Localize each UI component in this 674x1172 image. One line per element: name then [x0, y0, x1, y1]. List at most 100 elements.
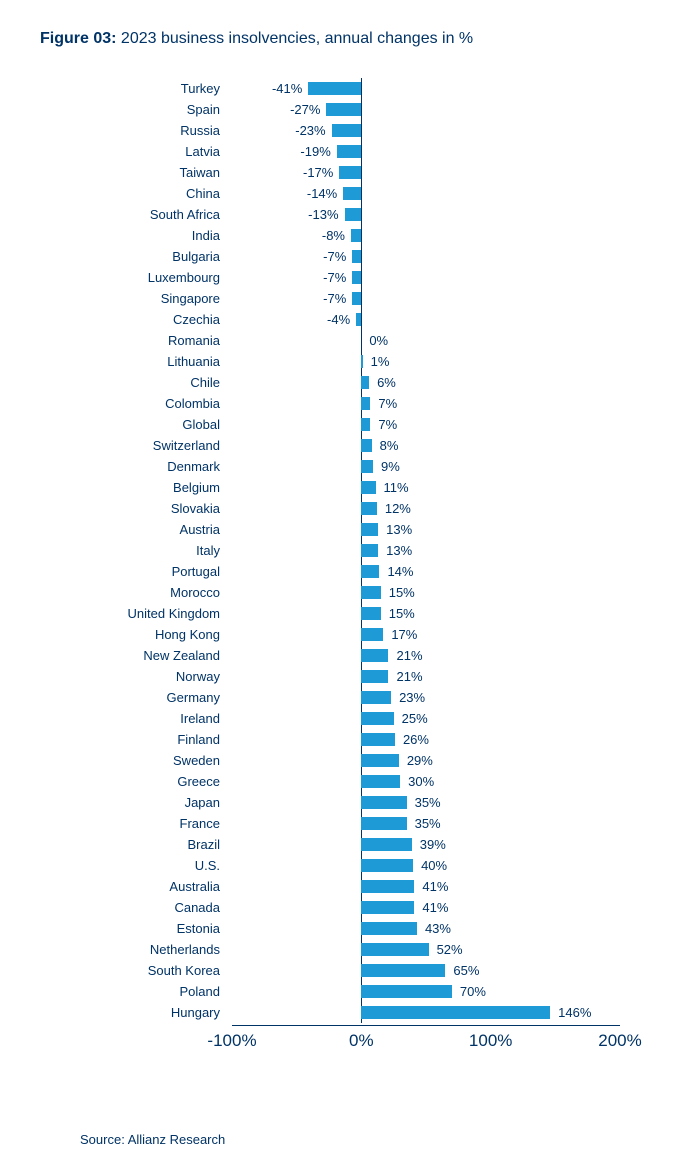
- chart-row: South Africa-13%: [60, 204, 620, 225]
- value-label: -4%: [327, 309, 350, 330]
- bar: [337, 145, 362, 158]
- bar-area: 21%: [232, 645, 620, 666]
- chart-row: Turkey -41%: [60, 78, 620, 99]
- bar-area: 35%: [232, 813, 620, 834]
- chart-row: China-14%: [60, 183, 620, 204]
- value-label: 13%: [386, 519, 412, 540]
- chart-row: Lithuania 1%: [60, 351, 620, 372]
- value-label: 7%: [378, 414, 397, 435]
- value-label: 15%: [389, 582, 415, 603]
- chart-row: Sweden29%: [60, 750, 620, 771]
- chart-row: India-8%: [60, 225, 620, 246]
- chart-row: Latvia-19%: [60, 141, 620, 162]
- bar: [361, 880, 414, 893]
- chart-row: Denmark9%: [60, 456, 620, 477]
- value-label: 25%: [402, 708, 428, 729]
- bar: [361, 943, 428, 956]
- bar-area: -23%: [232, 120, 620, 141]
- country-label: Turkey: [60, 81, 232, 96]
- country-label: Greece: [60, 774, 232, 789]
- bar-area: 30%: [232, 771, 620, 792]
- chart-row: Switzerland8%: [60, 435, 620, 456]
- bar: [361, 733, 395, 746]
- bar-area: -17%: [232, 162, 620, 183]
- country-label: Austria: [60, 522, 232, 537]
- bar: [361, 796, 406, 809]
- bar-area: 0%: [232, 330, 620, 351]
- bar-area: 146%: [232, 1002, 620, 1023]
- value-label: 1%: [371, 351, 390, 372]
- country-label: Portugal: [60, 564, 232, 579]
- bar-area: 15%: [232, 582, 620, 603]
- chart-row: Canada41%: [60, 897, 620, 918]
- bar: [361, 649, 388, 662]
- country-label: Netherlands: [60, 942, 232, 957]
- value-label: -17%: [303, 162, 333, 183]
- country-label: United Kingdom: [60, 606, 232, 621]
- chart-row: France35%: [60, 813, 620, 834]
- bar-area: -7%: [232, 288, 620, 309]
- bar-area: 25%: [232, 708, 620, 729]
- country-label: U.S.: [60, 858, 232, 873]
- country-label: South Africa: [60, 207, 232, 222]
- chart-row: Luxembourg-7%: [60, 267, 620, 288]
- value-label: -41%: [272, 78, 302, 99]
- bar-area: 13%: [232, 540, 620, 561]
- bar-area: 70%: [232, 981, 620, 1002]
- bar: [332, 124, 362, 137]
- bar: [361, 565, 379, 578]
- value-label: 0%: [369, 330, 388, 351]
- value-label: 14%: [387, 561, 413, 582]
- x-tick-label: 200%: [580, 1031, 660, 1051]
- value-label: 41%: [422, 876, 448, 897]
- value-label: -7%: [323, 246, 346, 267]
- country-label: Poland: [60, 984, 232, 999]
- bar: [361, 628, 383, 641]
- chart-row: Russia-23%: [60, 120, 620, 141]
- chart-row: Czechia-4%: [60, 309, 620, 330]
- bar: [361, 544, 378, 557]
- value-label: -14%: [307, 183, 337, 204]
- bar: [326, 103, 361, 116]
- country-label: Chile: [60, 375, 232, 390]
- bar-area: 15%: [232, 603, 620, 624]
- bar-area: 7%: [232, 393, 620, 414]
- bar: [352, 292, 361, 305]
- bar-area: 12%: [232, 498, 620, 519]
- bar-area: 1%: [232, 351, 620, 372]
- bar-area: 23%: [232, 687, 620, 708]
- bar: [361, 964, 445, 977]
- country-label: Romania: [60, 333, 232, 348]
- value-label: -7%: [323, 267, 346, 288]
- x-axis: -100%0%100%200%: [60, 1025, 620, 1065]
- bar-area: 41%: [232, 876, 620, 897]
- bar: [339, 166, 361, 179]
- bar-area: 17%: [232, 624, 620, 645]
- chart-row: Australia41%: [60, 876, 620, 897]
- value-label: 146%: [558, 1002, 591, 1023]
- x-axis-baseline: [232, 1025, 620, 1026]
- country-label: Brazil: [60, 837, 232, 852]
- country-label: Slovakia: [60, 501, 232, 516]
- country-label: India: [60, 228, 232, 243]
- bar-area: -7%: [232, 246, 620, 267]
- bar-area: 26%: [232, 729, 620, 750]
- bar-area: 6%: [232, 372, 620, 393]
- bar: [361, 376, 369, 389]
- bar-area: -27%: [232, 99, 620, 120]
- country-label: Lithuania: [60, 354, 232, 369]
- value-label: -23%: [295, 120, 325, 141]
- country-label: Ireland: [60, 711, 232, 726]
- chart-row: United Kingdom15%: [60, 603, 620, 624]
- country-label: Canada: [60, 900, 232, 915]
- chart-row: South Korea65%: [60, 960, 620, 981]
- bar-area: 29%: [232, 750, 620, 771]
- bar: [361, 397, 370, 410]
- bar-area: 40%: [232, 855, 620, 876]
- bar: [352, 271, 361, 284]
- country-label: Finland: [60, 732, 232, 747]
- country-label: France: [60, 816, 232, 831]
- chart-row: Brazil39%: [60, 834, 620, 855]
- value-label: 23%: [399, 687, 425, 708]
- chart-row: Colombia7%: [60, 393, 620, 414]
